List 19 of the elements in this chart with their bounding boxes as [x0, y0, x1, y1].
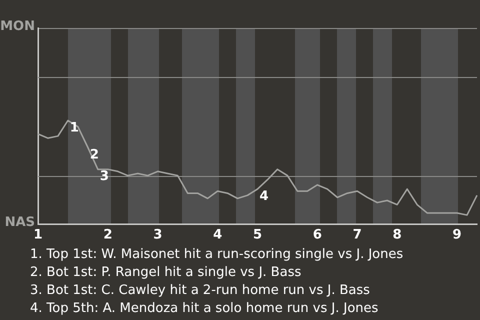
x-tick-label: 8	[392, 228, 402, 243]
annotation: 4	[260, 188, 269, 204]
x-tick-label: 6	[312, 228, 322, 243]
text: 2. Bot 1st: P. Rangel hit a single vs J. Bass	[30, 264, 302, 282]
x-tick-label: 5	[252, 228, 262, 243]
annotation: 3	[100, 169, 109, 184]
text: NAS	[4, 215, 35, 232]
text: 1. Top 1st: W. Maisonet hit a run-scoring single vs J. Jones	[30, 246, 404, 264]
x-tick-label: 1	[33, 228, 43, 243]
x-tick-label: 7	[352, 228, 362, 243]
x-tick-label: 9	[452, 228, 462, 243]
x-tick-label: 4	[213, 228, 222, 243]
x-tick-label: 2	[103, 228, 112, 243]
x-tick-label: 3	[153, 228, 162, 243]
text: 4. Top 5th: A. Mendoza hit a solo home run vs J. Jones	[30, 300, 380, 318]
text: 3. Bot 1st: C. Cawley hit a 2-run home run vs J. Bass	[30, 282, 371, 300]
annotation: 1	[70, 120, 79, 136]
annotation: 2	[90, 147, 99, 162]
text: MON	[0, 19, 35, 35]
